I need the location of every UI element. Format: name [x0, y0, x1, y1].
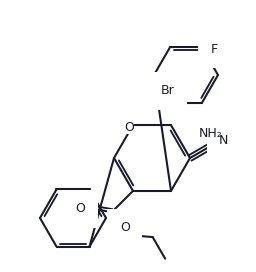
Text: O: O [75, 202, 85, 215]
Text: O: O [124, 120, 134, 134]
Text: F: F [210, 43, 218, 56]
Text: O: O [120, 221, 130, 234]
Text: NH₂: NH₂ [199, 126, 223, 140]
Text: N: N [219, 134, 228, 147]
Text: Br: Br [161, 84, 175, 97]
